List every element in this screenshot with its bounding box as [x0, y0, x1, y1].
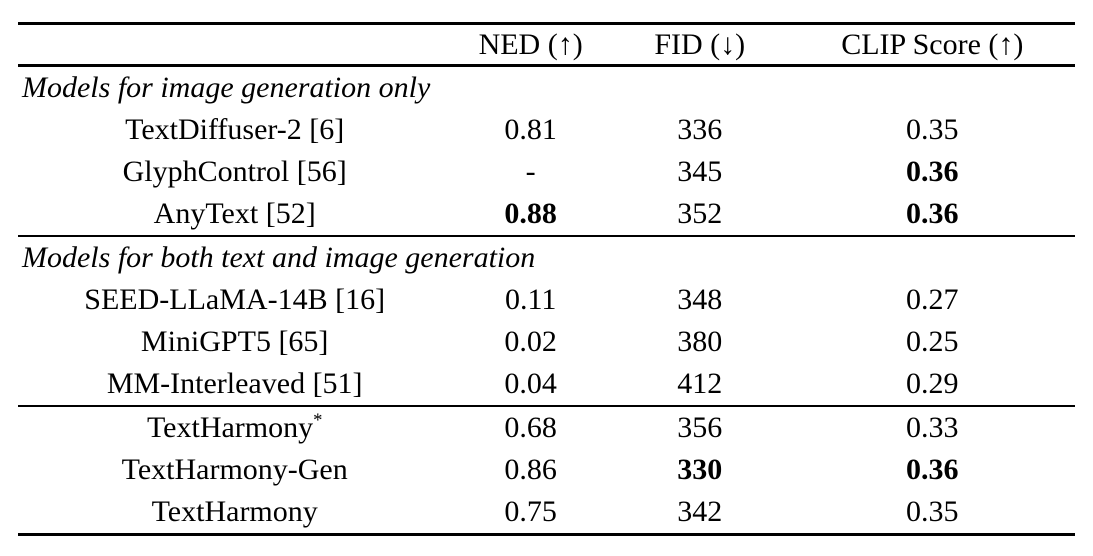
- cell-model: TextHarmony: [151, 495, 318, 528]
- cell-model: MM-Interleaved [51]: [106, 367, 363, 400]
- cell-ned: 0.02: [504, 325, 557, 358]
- table-row: AnyText [52] 0.88 352 0.36: [18, 193, 1075, 236]
- cell-fid: 348: [677, 283, 723, 316]
- cell-fid: 336: [677, 113, 723, 146]
- cell-model: TextHarmony-Gen: [121, 453, 348, 486]
- table-row: GlyphControl [56] - 345 0.36: [18, 151, 1075, 193]
- column-header-model: [18, 23, 452, 67]
- cell-model: MiniGPT5 [65]: [140, 325, 329, 358]
- cell-clip: 0.29: [906, 367, 959, 400]
- table-row: TextHarmony* 0.68 356 0.33: [18, 405, 1075, 449]
- results-table: NED (↑) FID (↓) CLIP Score (↑) Models fo…: [18, 22, 1075, 536]
- section-title-text: Models for image generation only: [22, 71, 431, 104]
- section-title-text: Models for both text and image generatio…: [18, 235, 1075, 279]
- table-row: MM-Interleaved [51] 0.04 412 0.29: [18, 363, 1075, 406]
- table-row: TextHarmony 0.75 342 0.35: [18, 491, 1075, 535]
- cell-ned: 0.11: [504, 283, 557, 316]
- model-asterisk: *: [313, 410, 323, 431]
- table-row: SEED-LLaMA-14B [16] 0.11 348 0.27: [18, 279, 1075, 321]
- cell-fid: 345: [677, 155, 723, 188]
- cell-clip: 0.36: [906, 155, 959, 188]
- section-header-image-only: Models for image generation only: [18, 66, 1075, 110]
- cell-fid: 352: [677, 197, 723, 230]
- cell-ned: 0.75: [504, 495, 557, 528]
- cell-clip: 0.27: [906, 283, 959, 316]
- cell-model: GlyphControl [56]: [122, 155, 347, 188]
- table-row: TextDiffuser-2 [6] 0.81 336 0.35: [18, 109, 1075, 151]
- cell-fid: 356: [609, 405, 790, 449]
- header-row: NED (↑) FID (↓) CLIP Score (↑): [18, 23, 1075, 67]
- cell-ned: 0.04: [504, 367, 557, 400]
- cell-ned: 0.88: [504, 197, 557, 230]
- cell-fid: 342: [677, 495, 723, 528]
- table-row: MiniGPT5 [65] 0.02 380 0.25: [18, 321, 1075, 363]
- table-row: TextHarmony-Gen 0.86 330 0.36: [18, 449, 1075, 491]
- cell-clip: 0.35: [906, 113, 959, 146]
- cell-clip: 0.36: [906, 197, 959, 230]
- cell-clip: 0.35: [906, 495, 959, 528]
- model-name: TextHarmony: [146, 411, 314, 444]
- cell-fid: 412: [677, 367, 723, 400]
- cell-model: TextHarmony*: [18, 405, 452, 449]
- section-header-text-and-image: Models for both text and image generatio…: [18, 235, 1075, 279]
- column-header-ned: NED (↑): [451, 23, 610, 67]
- cell-model: TextDiffuser-2 [6]: [125, 113, 345, 146]
- cell-ned: 0.86: [504, 453, 557, 486]
- cell-clip: 0.36: [906, 453, 959, 486]
- cell-ned: -: [525, 155, 536, 188]
- cell-clip: 0.25: [906, 325, 959, 358]
- cell-model: AnyText [52]: [153, 197, 316, 230]
- cell-model: SEED-LLaMA-14B [16]: [84, 283, 386, 316]
- cell-clip: 0.33: [789, 405, 1075, 449]
- cell-fid: 380: [677, 325, 723, 358]
- column-header-fid: FID (↓): [609, 23, 790, 67]
- cell-ned: 0.68: [451, 405, 610, 449]
- column-header-clip: CLIP Score (↑): [789, 23, 1075, 67]
- cell-ned: 0.81: [504, 113, 557, 146]
- cell-fid: 330: [677, 453, 723, 486]
